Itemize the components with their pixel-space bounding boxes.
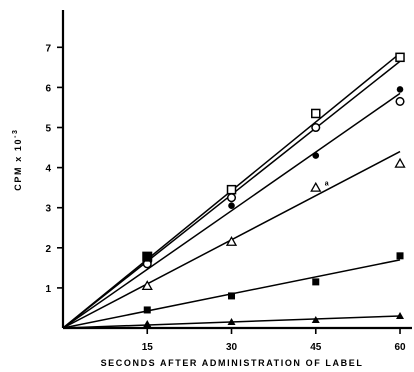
annotation-a: a xyxy=(325,181,329,188)
point-open-square-60 xyxy=(395,52,405,63)
point-filled-square-60 xyxy=(396,252,404,260)
x-tick-label-15: 15 xyxy=(142,342,154,353)
point-open-triangle-60 xyxy=(394,157,406,168)
point-filled-circle-60 xyxy=(396,86,404,93)
point-open-circle-30 xyxy=(226,193,237,203)
y-axis-label-exponent: -3 xyxy=(12,128,19,137)
y-tick-label-1: 1 xyxy=(45,284,51,295)
point-filled-square-45 xyxy=(312,278,320,286)
y-tick-label-5: 5 xyxy=(45,124,51,135)
point-filled-square-30 xyxy=(228,292,236,300)
point-filled-circle-45 xyxy=(312,152,320,159)
y-axis-label-base: CPM x 10 xyxy=(13,138,23,191)
y-tick-label-6: 6 xyxy=(45,83,51,94)
axes xyxy=(61,10,412,330)
y-axis-label-group: CPM x 10-3 xyxy=(12,128,23,190)
point-open-triangle-45 xyxy=(310,181,322,192)
x-tick-label-60: 60 xyxy=(394,342,406,353)
y-tick-label-4: 4 xyxy=(45,164,51,175)
y-tick-label-3: 3 xyxy=(45,204,51,215)
point-filled-triangle-15 xyxy=(143,319,152,327)
point-open-square-30 xyxy=(226,184,237,195)
point-open-triangle-15 xyxy=(141,280,153,291)
point-filled-triangle-30 xyxy=(227,317,236,325)
point-open-circle-60 xyxy=(395,96,405,106)
x-tick-label-30: 30 xyxy=(226,342,238,353)
point-filled-square-large-15 xyxy=(142,251,153,262)
fit-line-filled-circle xyxy=(62,92,401,329)
x-tick-label-45: 45 xyxy=(310,342,322,353)
y-tick-label-7: 7 xyxy=(45,43,51,54)
x-axis-label: SECONDS AFTER ADMINISTRATION OF LABEL xyxy=(101,358,364,368)
y-tick-label-2: 2 xyxy=(45,244,51,255)
point-open-triangle-30 xyxy=(225,235,238,246)
point-filled-circle-30 xyxy=(228,202,235,209)
point-filled-square-15 xyxy=(143,306,151,314)
point-open-square-45 xyxy=(311,108,321,119)
data-points xyxy=(141,52,406,327)
point-filled-triangle-60 xyxy=(396,311,405,319)
y-axis-label: CPM x 10-3 xyxy=(12,128,23,190)
point-open-circle-45 xyxy=(311,122,321,133)
point-filled-triangle-45 xyxy=(311,315,320,323)
